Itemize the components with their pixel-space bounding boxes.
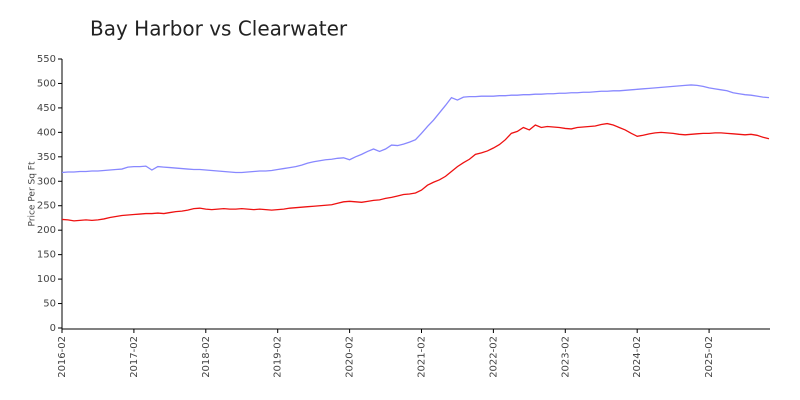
line-series: [61, 122, 770, 222]
x-tick-label: 2018-02: [201, 336, 212, 378]
x-tick-label: 2017-02: [129, 336, 140, 378]
x-tick-label: 2019-02: [273, 336, 284, 378]
x-tick-label: 2021-02: [416, 336, 427, 378]
y-tick-label: 350: [37, 152, 56, 163]
line-series: [61, 84, 770, 174]
y-axis-label: Price Per Sq Ft: [28, 161, 38, 226]
y-tick-label: 300: [37, 176, 56, 187]
y-tick-label: 0: [50, 323, 56, 334]
y-tick-label: 150: [37, 250, 56, 261]
y-tick-label: 500: [37, 78, 56, 89]
y-tick-label: 450: [37, 103, 56, 114]
y-tick-label: 100: [37, 274, 56, 285]
y-tick-label: 250: [37, 201, 56, 212]
x-tick-label: 2023-02: [560, 336, 571, 378]
x-tick-label: 2022-02: [488, 336, 499, 378]
y-tick-label: 400: [37, 127, 56, 138]
y-tick-label: 50: [43, 299, 56, 310]
x-tick-label: 2016-02: [57, 336, 68, 378]
chart-title: Bay Harbor vs Clearwater: [90, 17, 348, 41]
y-tick-label: 550: [37, 54, 56, 65]
y-tick-label: 200: [37, 225, 56, 236]
x-tick-label: 2020-02: [345, 336, 356, 378]
x-tick-label: 2024-02: [632, 336, 643, 378]
x-tick-label: 2025-02: [704, 336, 715, 378]
